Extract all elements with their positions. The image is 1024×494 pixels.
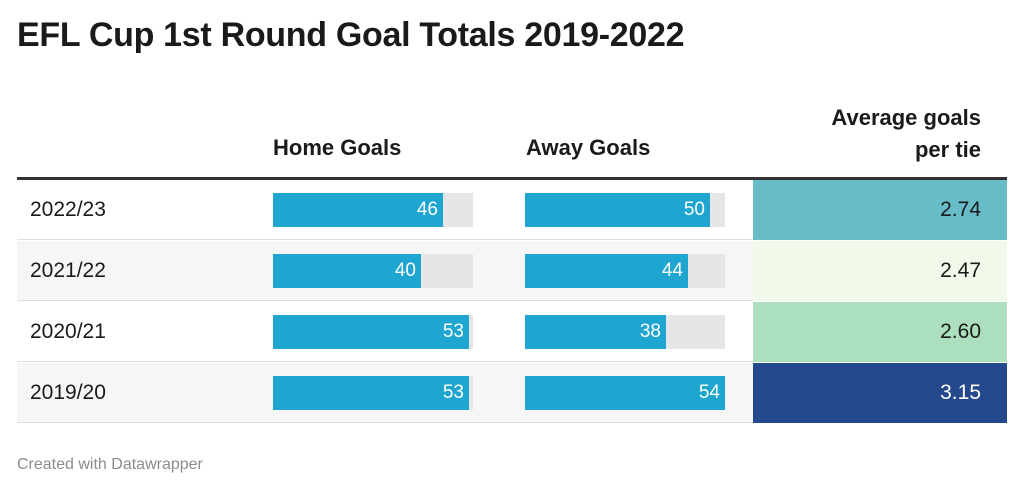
away-goals-bar: 38 [525, 315, 666, 349]
home-goals-track: 40 [273, 254, 473, 288]
row-divider [17, 239, 753, 240]
chart-title: EFL Cup 1st Round Goal Totals 2019-2022 [17, 16, 685, 54]
away-goals-bar: 54 [525, 376, 725, 410]
season-label: 2019/20 [30, 381, 106, 404]
home-goals-value: 40 [394, 260, 416, 281]
average-goals-value: 2.74 [940, 198, 981, 221]
home-goals-track: 53 [273, 376, 473, 410]
away-goals-track: 54 [525, 376, 725, 410]
average-goals-value: 3.15 [940, 381, 981, 404]
row-divider [17, 422, 753, 423]
header-home-goals: Home Goals [273, 135, 402, 160]
season-label: 2021/22 [30, 259, 106, 282]
table-row: 2022/23 46 50 2.74 [17, 180, 1007, 240]
away-goals-value: 38 [639, 321, 661, 342]
home-goals-bar: 53 [273, 376, 469, 410]
home-goals-track: 46 [273, 193, 473, 227]
header-average-goals: Average goals per tie [761, 102, 981, 166]
home-goals-value: 53 [442, 382, 464, 403]
credit-footer: Created with Datawrapper [17, 456, 203, 473]
away-goals-value: 44 [661, 260, 683, 281]
header-average-line1: Average goals [831, 105, 981, 130]
average-goals-cell: 2.47 [753, 241, 1007, 301]
header-away-goals: Away Goals [526, 135, 651, 160]
table-row: 2019/20 53 54 3.15 [17, 363, 1007, 423]
away-goals-track: 38 [525, 315, 725, 349]
away-goals-bar: 44 [525, 254, 688, 288]
row-divider [17, 300, 753, 301]
away-goals-value: 54 [698, 382, 720, 403]
home-goals-value: 46 [416, 199, 438, 220]
home-goals-value: 53 [442, 321, 464, 342]
season-label: 2022/23 [30, 198, 106, 221]
header-average-line2: per tie [914, 137, 981, 162]
average-goals-cell: 3.15 [753, 363, 1007, 423]
average-goals-value: 2.60 [940, 320, 981, 343]
average-goals-cell: 2.74 [753, 180, 1007, 240]
home-goals-bar: 53 [273, 315, 469, 349]
away-goals-track: 50 [525, 193, 725, 227]
home-goals-bar: 46 [273, 193, 443, 227]
table-row: 2021/22 40 44 2.47 [17, 241, 1007, 301]
table-row: 2020/21 53 38 2.60 [17, 302, 1007, 362]
home-goals-track: 53 [273, 315, 473, 349]
away-goals-track: 44 [525, 254, 725, 288]
away-goals-value: 50 [683, 199, 705, 220]
away-goals-bar: 50 [525, 193, 710, 227]
average-goals-cell: 2.60 [753, 302, 1007, 362]
header-divider [17, 177, 1007, 180]
home-goals-bar: 40 [273, 254, 421, 288]
average-goals-value: 2.47 [940, 259, 981, 282]
row-divider [17, 361, 753, 362]
season-label: 2020/21 [30, 320, 106, 343]
